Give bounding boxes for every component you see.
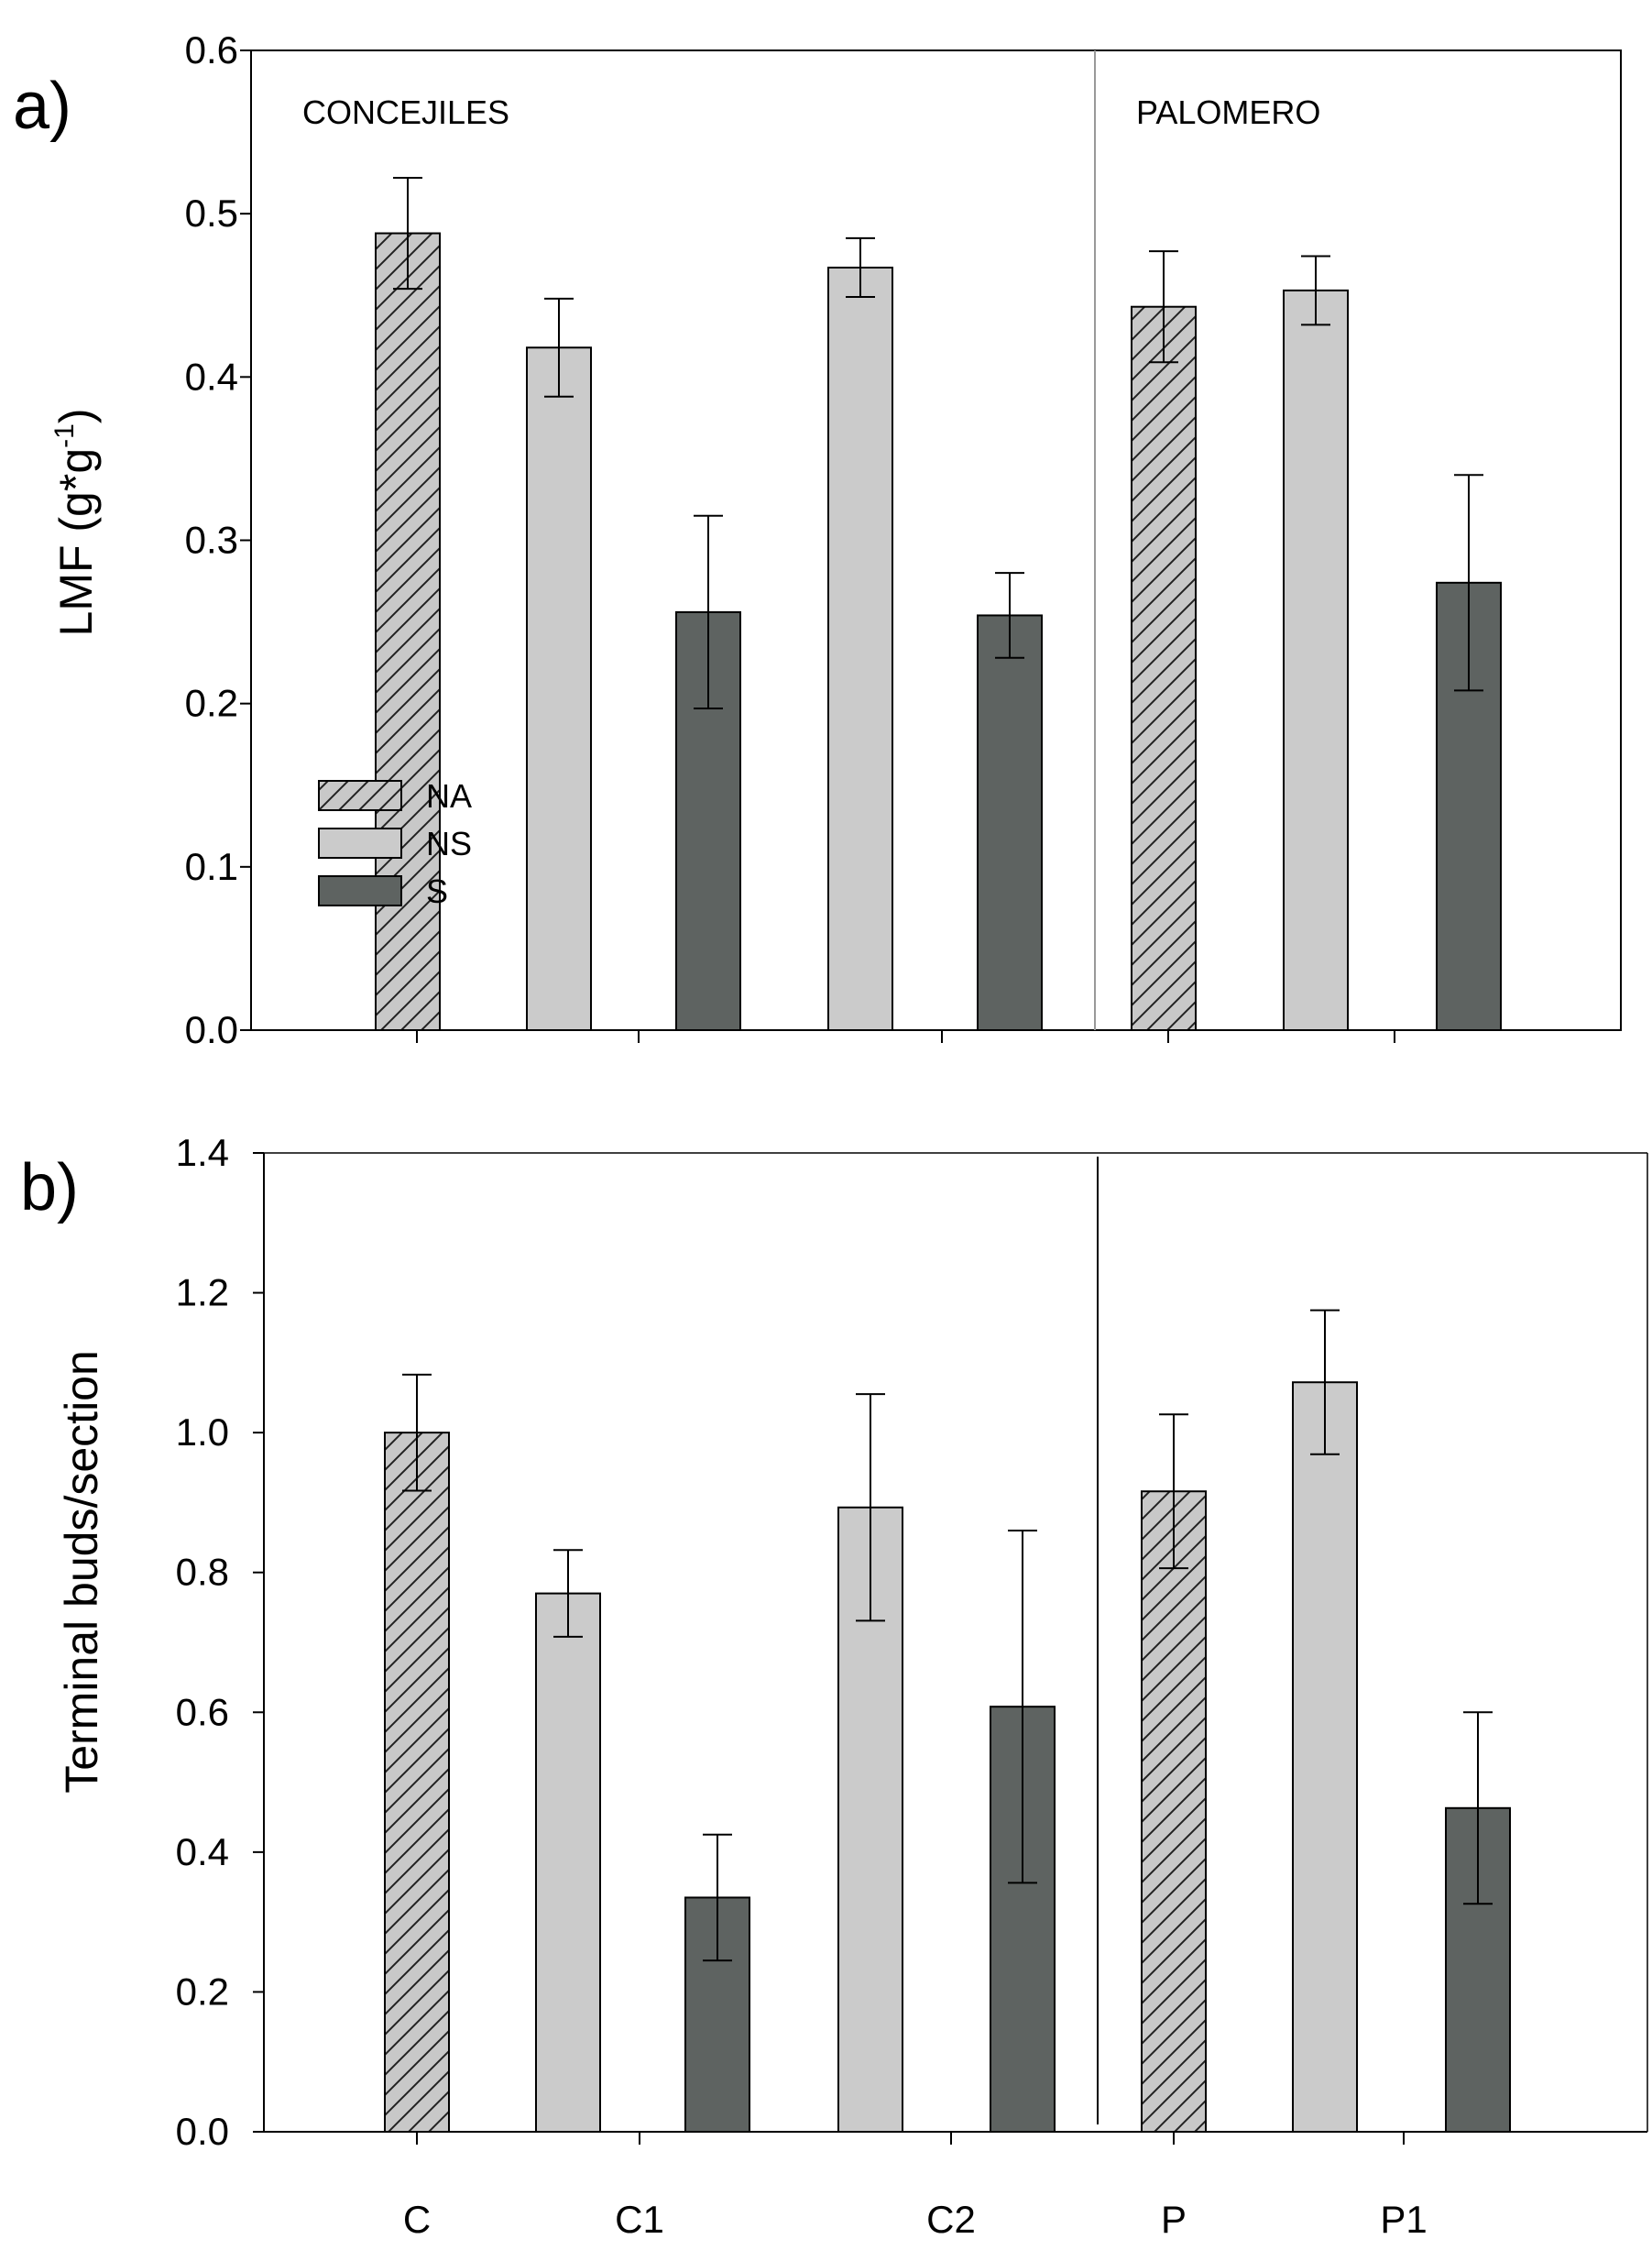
pa-error-bar-c2-s bbox=[995, 572, 1024, 659]
pb-error-bar-c-na bbox=[402, 1373, 432, 1492]
panel-b-y-axis-title: Terminal buds/section bbox=[56, 1350, 107, 1794]
pa-y-tick-label: 0.2 bbox=[185, 682, 238, 725]
pb-error-bar-c2-s bbox=[1008, 1529, 1037, 1884]
pa-y-tick-label: 0.3 bbox=[185, 519, 238, 562]
pa-bar-c2-s bbox=[977, 614, 1043, 1031]
panel-a-bars bbox=[375, 176, 1502, 1032]
pa-bar-c2-ns bbox=[827, 266, 893, 1031]
legend-swatch-ns bbox=[318, 828, 402, 859]
pb-error-bar-p1-ns bbox=[1310, 1309, 1340, 1455]
pb-y-tick-label: 0.2 bbox=[176, 1970, 229, 2013]
panel-a-y-axis-title: LMF (g*g-1) bbox=[49, 409, 102, 637]
pb-error-bar-p-na bbox=[1159, 1413, 1188, 1570]
pb-bar-c-na bbox=[384, 1432, 450, 2133]
pb-error-bar-c2-ns bbox=[856, 1393, 885, 1622]
pa-error-bar-c1-s bbox=[694, 514, 723, 710]
panel-a-y-ticks: 0.0 0.1 0.2 0.3 0.4 0.5 0.6 bbox=[185, 28, 251, 1051]
pb-y-tick-label: 1.0 bbox=[176, 1410, 229, 1454]
pa-y-tick-label: 0.0 bbox=[185, 1008, 238, 1051]
pb-x-tick-label: P1 bbox=[1380, 2198, 1427, 2241]
pb-x-tick-label: C bbox=[403, 2198, 431, 2241]
panel-a-x-ticks bbox=[416, 1030, 1395, 1043]
panel-a-y-title-sup: -1 bbox=[49, 423, 80, 448]
pb-bar-c2-s bbox=[990, 1706, 1056, 2133]
panel-a-y-title-text: LMF (g*g bbox=[50, 448, 102, 637]
pa-bar-c1-ns bbox=[526, 346, 592, 1032]
pa-error-bar-c1-ns bbox=[544, 297, 574, 398]
panel-a-y-title-close: ) bbox=[50, 409, 102, 424]
panel-b-y-ticks: 0.0 0.2 0.4 0.6 0.8 1.0 1.2 1.4 bbox=[176, 1131, 264, 2153]
legend-label-na: NA bbox=[426, 777, 472, 815]
pb-y-tick-label: 1.2 bbox=[176, 1271, 229, 1314]
pb-y-tick-label: 1.4 bbox=[176, 1131, 229, 1174]
legend-swatch-s bbox=[318, 875, 402, 906]
pa-y-tick-label: 0.1 bbox=[185, 845, 238, 888]
panel-a: a) LMF (g*g-1) CONCEJILES PALOMERO 0.00.… bbox=[13, 28, 1622, 1051]
pa-error-bar-p-na bbox=[1149, 250, 1178, 364]
panel-b-label: b) bbox=[20, 1151, 79, 1224]
pb-y-tick-label: 0.8 bbox=[176, 1551, 229, 1594]
pa-bar-p1-ns bbox=[1283, 289, 1349, 1031]
pb-error-bar-c1-ns bbox=[553, 1549, 583, 1638]
pa-y-tick-label: 0.5 bbox=[185, 192, 238, 235]
legend-label-s: S bbox=[426, 873, 448, 910]
pb-y-tick-label: 0.6 bbox=[176, 1690, 229, 1733]
pa-error-bar-c-na bbox=[393, 176, 422, 291]
pa-error-bar-p1-s bbox=[1454, 474, 1483, 692]
legend-label-ns: NS bbox=[426, 825, 472, 862]
pb-y-tick-label: 0.4 bbox=[176, 1830, 229, 1873]
pb-x-tick-label: C1 bbox=[615, 2198, 664, 2241]
pa-bar-c-na bbox=[375, 232, 441, 1031]
pb-error-bar-p1-s bbox=[1463, 1711, 1493, 1905]
panel-a-label: a) bbox=[13, 70, 71, 143]
panel-a-site-label-palomero: PALOMERO bbox=[1136, 93, 1320, 131]
pa-bar-p-na bbox=[1131, 305, 1197, 1031]
pb-x-tick-label: P bbox=[1161, 2198, 1187, 2241]
pa-error-bar-p1-ns bbox=[1301, 255, 1330, 326]
panel-b-bars bbox=[384, 1309, 1511, 2134]
pb-bar-c1-ns bbox=[535, 1592, 601, 2133]
panel-b: b) Terminal buds/section 0.0 0.2 0.4 0.6 0.8… bbox=[20, 1131, 1648, 2241]
pb-x-tick-label: C2 bbox=[926, 2198, 976, 2241]
panel-a-site-label-concejiles: CONCEJILES bbox=[302, 93, 509, 131]
pa-error-bar-c2-ns bbox=[846, 236, 875, 299]
panel-a-plot-frame bbox=[250, 49, 1622, 1031]
pb-y-tick-label: 0.0 bbox=[176, 2110, 229, 2153]
pa-y-tick-label: 0.4 bbox=[185, 355, 238, 398]
pa-y-tick-label: 0.6 bbox=[185, 28, 238, 71]
pb-bar-p1-ns bbox=[1292, 1381, 1358, 2133]
panel-b-x-ticks: C C1 C2 P P1 bbox=[403, 2132, 1428, 2241]
pb-bar-p-na bbox=[1141, 1490, 1207, 2134]
legend: NA NS S bbox=[318, 777, 472, 910]
pb-error-bar-c1-s bbox=[703, 1833, 732, 1962]
legend-swatch-na bbox=[318, 780, 402, 811]
panel-b-y-title-text: Terminal buds/section bbox=[56, 1350, 107, 1794]
svg-text:LMF (g*g-1): LMF (g*g-1) bbox=[49, 409, 102, 637]
